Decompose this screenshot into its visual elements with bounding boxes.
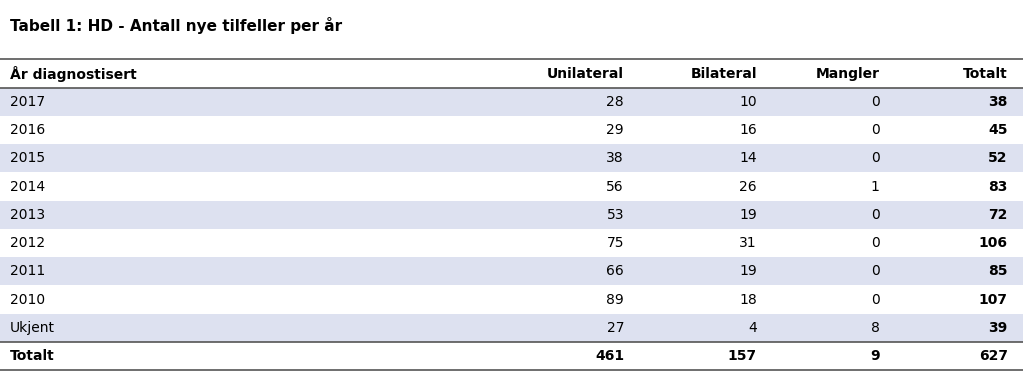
- Text: 31: 31: [740, 236, 757, 250]
- Text: 14: 14: [740, 151, 757, 165]
- Text: 38: 38: [988, 95, 1008, 109]
- Text: Bilateral: Bilateral: [691, 67, 757, 80]
- Text: 2013: 2013: [10, 208, 45, 222]
- Text: 2010: 2010: [10, 293, 45, 307]
- Text: 0: 0: [871, 236, 880, 250]
- Text: 29: 29: [607, 123, 624, 137]
- Text: 18: 18: [740, 293, 757, 307]
- Text: 627: 627: [979, 349, 1008, 363]
- Bar: [0, 144, 1023, 172]
- Text: 2014: 2014: [10, 180, 45, 194]
- Text: 2015: 2015: [10, 151, 45, 165]
- Text: 4: 4: [748, 321, 757, 335]
- Text: Tabell 1: HD - Antall nye tilfeller per år: Tabell 1: HD - Antall nye tilfeller per …: [10, 17, 343, 34]
- Bar: [0, 313, 1023, 342]
- Text: 39: 39: [988, 321, 1008, 335]
- Text: 38: 38: [607, 151, 624, 165]
- Text: 72: 72: [988, 208, 1008, 222]
- Text: 2012: 2012: [10, 236, 45, 250]
- Text: Unilateral: Unilateral: [547, 67, 624, 80]
- Text: 461: 461: [595, 349, 624, 363]
- Text: År diagnostisert: År diagnostisert: [10, 65, 137, 82]
- Text: 107: 107: [979, 293, 1008, 307]
- Text: Totalt: Totalt: [10, 349, 55, 363]
- Bar: [0, 257, 1023, 285]
- Text: 27: 27: [607, 321, 624, 335]
- Text: 16: 16: [740, 123, 757, 137]
- Text: 157: 157: [728, 349, 757, 363]
- Text: 8: 8: [871, 321, 880, 335]
- Text: 9: 9: [871, 349, 880, 363]
- Text: 45: 45: [988, 123, 1008, 137]
- Text: 1: 1: [871, 180, 880, 194]
- Text: 0: 0: [871, 95, 880, 109]
- Text: Mangler: Mangler: [815, 67, 880, 80]
- Text: 2016: 2016: [10, 123, 45, 137]
- Text: 83: 83: [988, 180, 1008, 194]
- Text: 85: 85: [988, 264, 1008, 278]
- Text: 53: 53: [607, 208, 624, 222]
- Text: Totalt: Totalt: [963, 67, 1008, 80]
- Text: 89: 89: [607, 293, 624, 307]
- Text: 56: 56: [607, 180, 624, 194]
- Text: 0: 0: [871, 208, 880, 222]
- Text: 19: 19: [740, 264, 757, 278]
- Text: 10: 10: [740, 95, 757, 109]
- Text: 28: 28: [607, 95, 624, 109]
- Bar: [0, 200, 1023, 229]
- Text: 0: 0: [871, 293, 880, 307]
- Text: 0: 0: [871, 123, 880, 137]
- Text: 2011: 2011: [10, 264, 45, 278]
- Text: 0: 0: [871, 264, 880, 278]
- Bar: [0, 87, 1023, 116]
- Text: 0: 0: [871, 151, 880, 165]
- Text: 2017: 2017: [10, 95, 45, 109]
- Text: 52: 52: [988, 151, 1008, 165]
- Text: 75: 75: [607, 236, 624, 250]
- Text: 66: 66: [607, 264, 624, 278]
- Text: 26: 26: [740, 180, 757, 194]
- Text: 19: 19: [740, 208, 757, 222]
- Text: Ukjent: Ukjent: [10, 321, 55, 335]
- Text: 106: 106: [979, 236, 1008, 250]
